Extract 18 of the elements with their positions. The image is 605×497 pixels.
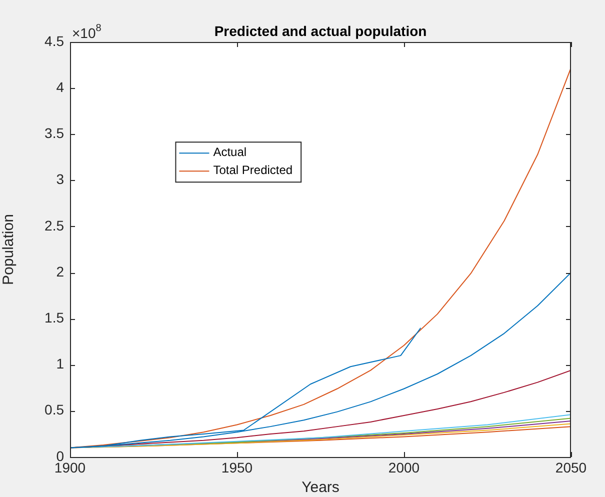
y-tick-label: 2 [56,263,64,280]
y-axis-title: Population [0,214,18,285]
legend-label: Actual [213,144,247,159]
y-tick-label: 2.5 [44,217,64,234]
y-tick-label: 1.5 [44,310,64,326]
y-tick-label: 4.5 [44,32,64,49]
y-tick-label: 0.5 [44,402,64,418]
x-axis-title: Years [302,479,340,496]
y-tick-label: 1 [56,356,64,372]
chart-title: Predicted and actual population [214,23,427,39]
x-tick-label: 2000 [388,459,420,476]
legend-label: Total Predicted [213,162,293,177]
y-tick-label: 0 [56,448,64,464]
y-tick-label: 3.5 [44,125,64,142]
y-tick-label: 4 [56,78,64,95]
y-tick-label: 3 [56,171,64,188]
x-tick-label: 2050 [555,459,587,476]
x-tick-label: 1950 [221,459,253,476]
